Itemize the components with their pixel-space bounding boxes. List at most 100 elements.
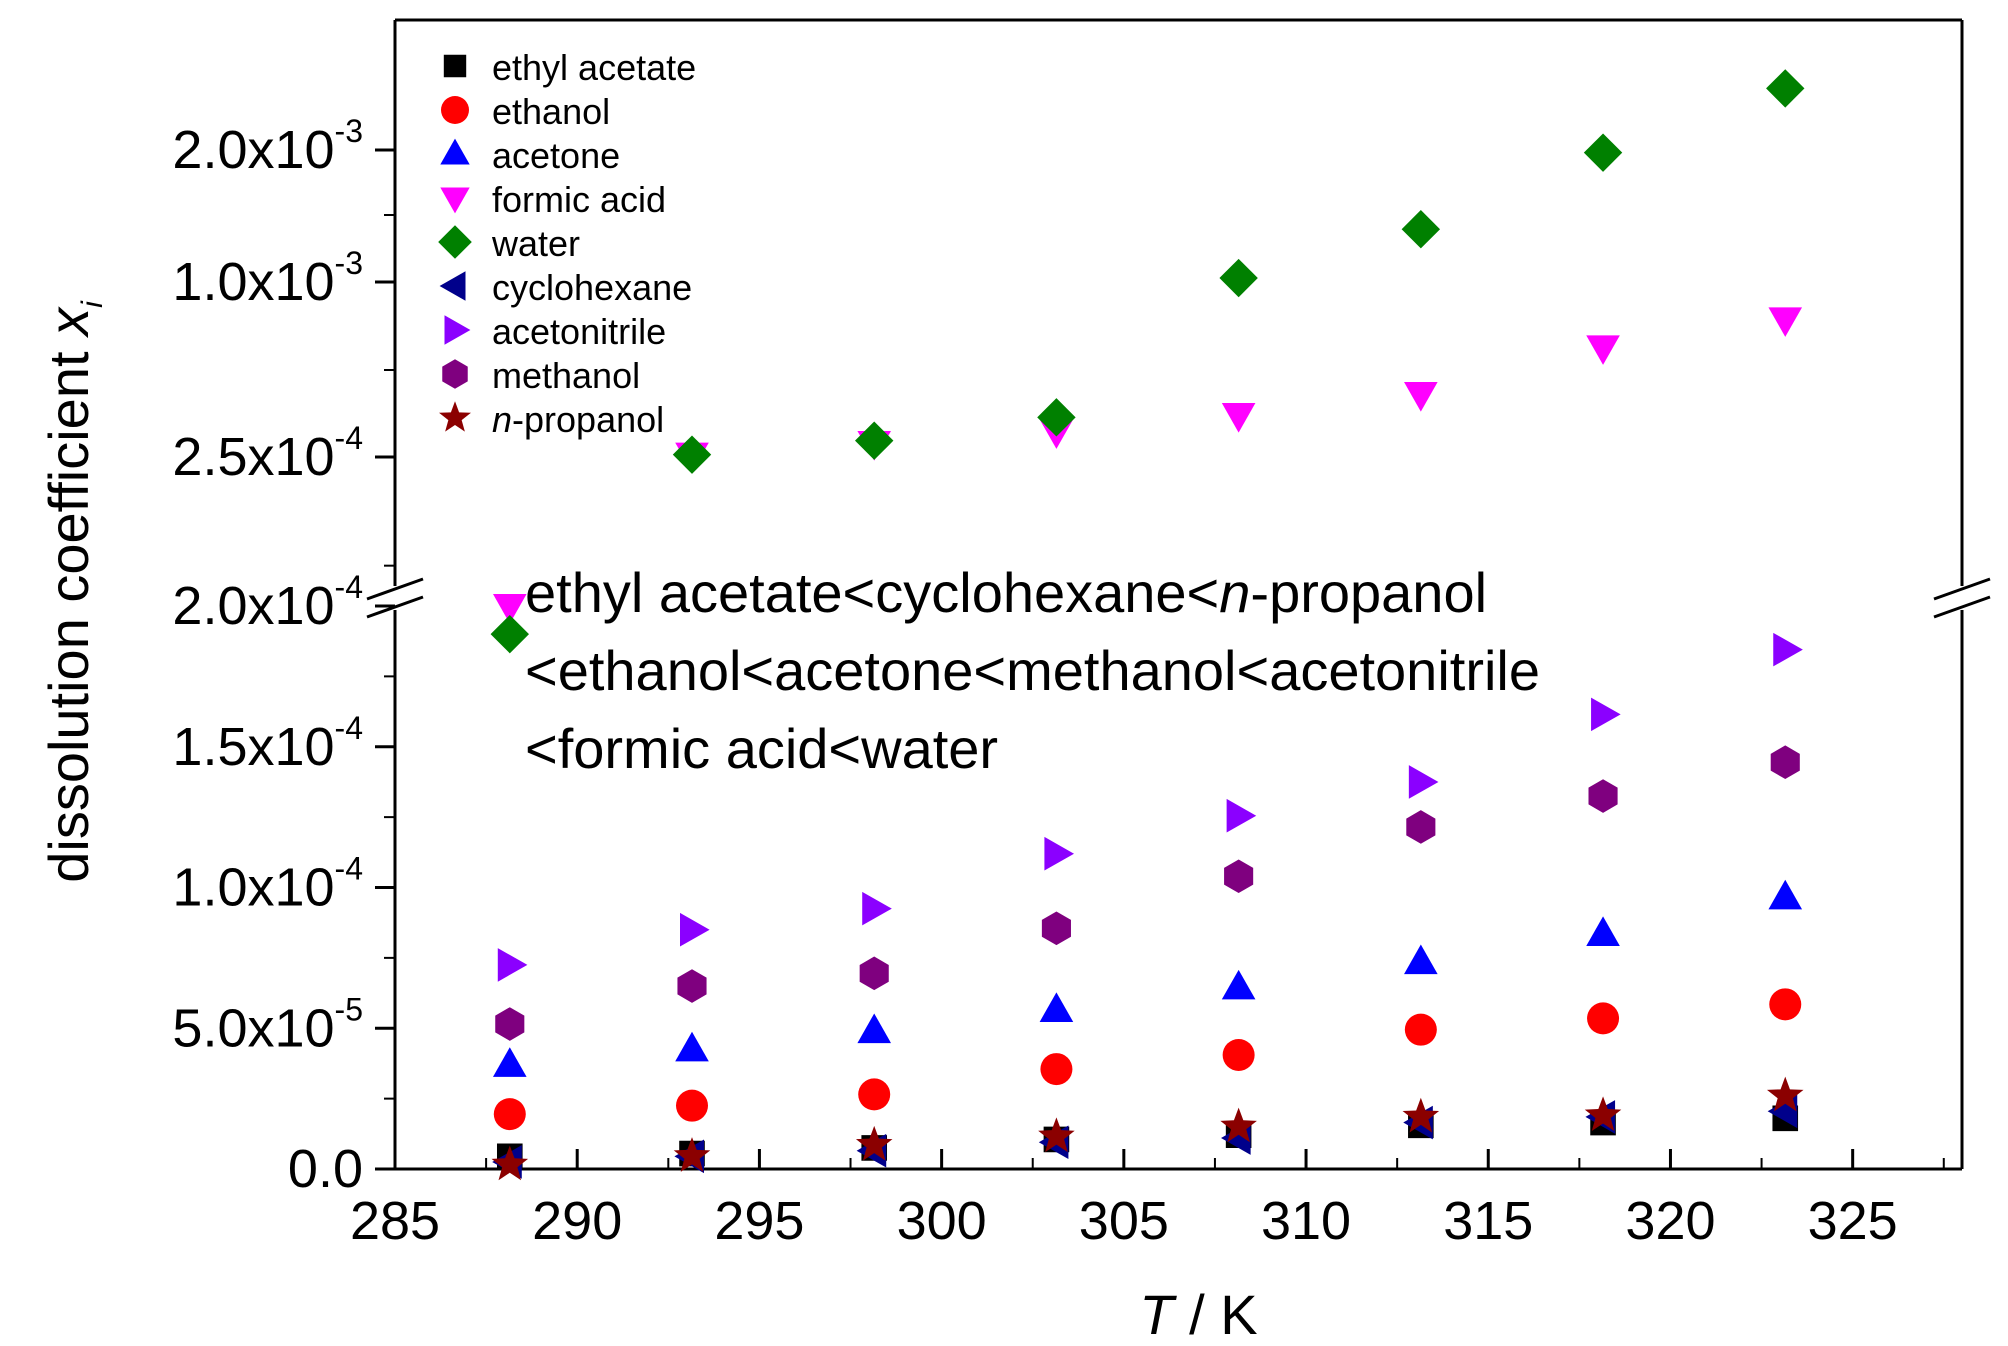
- y-tick-label: 2.5x10-4: [172, 420, 363, 487]
- legend-item: methanol: [442, 355, 640, 396]
- annotation-line: ethyl acetate<cyclohexane<n-propanol: [525, 561, 1487, 624]
- data-point: [672, 435, 712, 474]
- annotation-line: <ethanol<acetone<methanol<acetonitrile: [525, 639, 1540, 702]
- y-tick-label: 1.5x10-4: [172, 710, 363, 777]
- legend-marker: [440, 187, 470, 214]
- x-tick-label: 290: [532, 1191, 622, 1251]
- legend-marker: [440, 138, 470, 165]
- legend-label: methanol: [492, 355, 640, 396]
- legend-item: n-propanol: [439, 399, 664, 440]
- x-tick-label: 320: [1625, 1191, 1715, 1251]
- data-point: [855, 421, 894, 460]
- annotation-line: <formic acid<water: [525, 717, 998, 780]
- legend-item: ethanol: [441, 91, 610, 132]
- data-point: [1591, 697, 1621, 732]
- legend-item: acetone: [440, 135, 620, 176]
- data-point: [490, 614, 529, 654]
- data-point: [1037, 398, 1076, 437]
- data-point: [1583, 133, 1623, 172]
- right-axis-break-mark: [1933, 577, 1991, 601]
- data-point: [1587, 1002, 1620, 1035]
- y-tick-label: 5.0x10-5: [172, 991, 363, 1058]
- x-tick-label: 295: [714, 1191, 804, 1251]
- legend-label: n-propanol: [492, 399, 664, 440]
- data-point: [1221, 969, 1256, 1000]
- data-point: [1584, 1096, 1622, 1132]
- data-point: [1404, 1013, 1437, 1046]
- legend-item: acetonitrile: [444, 311, 666, 352]
- axes: [366, 18, 1991, 1171]
- x-tick-label: 305: [1079, 1191, 1169, 1251]
- data-point: [859, 956, 889, 991]
- data-point: [1039, 992, 1074, 1022]
- data-point: [1770, 745, 1800, 780]
- series-n-propanol: [491, 1076, 1804, 1181]
- x-axis-ticks: 285 290 295 300 305 310 315 320 325: [350, 1149, 1945, 1251]
- axis-labels: T / K dissolution coefficient xi: [37, 300, 1258, 1346]
- data-point: [492, 594, 527, 624]
- series-water: [490, 69, 1805, 654]
- ranking-annotation: ethyl acetate<cyclohexane<n-propanol <eth…: [525, 561, 1540, 780]
- data-point: [862, 891, 892, 926]
- data-point: [673, 1137, 711, 1172]
- data-point: [1766, 69, 1805, 108]
- data-point: [1220, 1107, 1257, 1143]
- series-acetone: [492, 879, 1803, 1077]
- legend-item: formic acid: [440, 179, 666, 220]
- legend-item: water: [438, 223, 580, 264]
- y-tick-label: 2.0x10-3: [172, 113, 363, 180]
- x-tick-label: 285: [350, 1191, 440, 1251]
- x-axis-label: T / K: [1139, 1283, 1257, 1346]
- legend-marker: [439, 271, 466, 301]
- data-point: [1219, 258, 1258, 298]
- legend-label: ethyl acetate: [492, 47, 696, 88]
- data-point: [1402, 1097, 1440, 1133]
- legend-label: cyclohexane: [492, 267, 692, 308]
- data-point: [1404, 944, 1438, 975]
- legend-label: formic acid: [492, 179, 666, 220]
- data-point: [1768, 879, 1803, 910]
- data-point: [675, 1031, 709, 1062]
- legend-marker: [442, 359, 468, 389]
- y-tick-label: 0.0: [288, 1139, 363, 1199]
- legend-marker: [438, 225, 472, 259]
- legend-label: ethanol: [492, 91, 610, 132]
- legend-marker: [441, 96, 469, 124]
- data-point: [495, 1007, 525, 1041]
- x-tick-label: 325: [1808, 1191, 1898, 1251]
- series-acetonitrile: [497, 632, 1803, 982]
- y-tick-label: 1.0x10-4: [172, 851, 363, 918]
- legend-marker: [444, 315, 471, 345]
- data-point: [1221, 403, 1256, 433]
- series-ethanol: [493, 988, 1802, 1131]
- data-point: [1586, 916, 1620, 946]
- data-point: [1041, 911, 1071, 946]
- legend-marker: [439, 401, 471, 432]
- data-point: [1224, 859, 1254, 894]
- legend-item: ethyl acetate: [443, 47, 696, 88]
- data-point: [1768, 307, 1803, 337]
- data-point: [1404, 382, 1438, 412]
- data-point: [1766, 1076, 1804, 1112]
- data-point: [1044, 836, 1075, 871]
- data-point: [491, 1145, 529, 1181]
- data-point: [1401, 210, 1441, 249]
- legend-marker: [443, 54, 467, 78]
- data-point: [1586, 335, 1620, 365]
- data-point: [1406, 810, 1436, 844]
- data-point: [858, 1078, 891, 1111]
- x-tick-label: 315: [1443, 1191, 1533, 1251]
- data-point: [680, 912, 710, 947]
- data-point: [1773, 632, 1803, 667]
- x-tick-label: 310: [1261, 1191, 1351, 1251]
- data-point: [855, 1125, 893, 1161]
- data-point: [497, 948, 528, 982]
- left-axis-break-mark: [366, 577, 424, 601]
- legend-label: acetonitrile: [492, 311, 666, 352]
- data-point: [857, 1013, 892, 1044]
- data-point: [493, 1098, 526, 1131]
- series-methanol: [495, 745, 1800, 1041]
- y-axis-label: dissolution coefficient xi: [37, 300, 109, 883]
